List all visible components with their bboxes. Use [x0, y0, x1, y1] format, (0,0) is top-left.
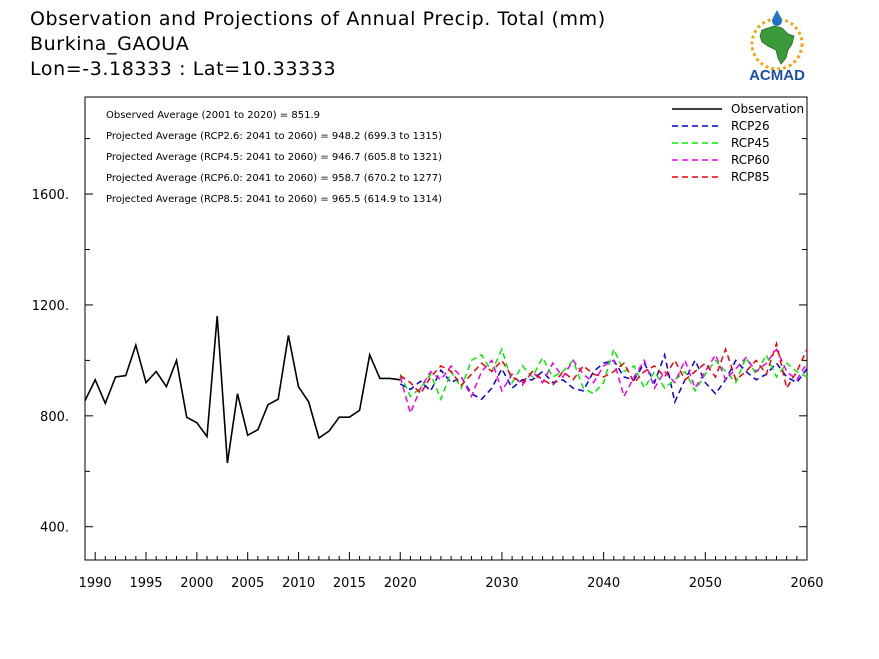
chart-coordinates: Lon=-3.18333 : Lat=10.33333: [30, 58, 337, 80]
legend-label-rcp45: RCP45: [731, 136, 770, 150]
logo-sun-rays-icon: [750, 17, 804, 71]
series-line-rcp60: [399, 347, 808, 416]
legend-label-rcp85: RCP85: [731, 170, 770, 184]
x-tick-label: 2015: [333, 576, 366, 591]
africa-map-logo-icon: ACMAD: [749, 10, 805, 84]
series-line-rcp45: [399, 347, 808, 402]
x-tick-label: 1990: [79, 576, 112, 591]
annotation-line: Observed Average (2001 to 2020) = 851.9: [106, 110, 320, 121]
y-tick-label: 1600.: [32, 188, 69, 203]
y-tick-label: 400.: [40, 521, 69, 536]
x-tick-label: 1995: [129, 576, 162, 591]
chart-title: Observation and Projections of Annual Pr…: [30, 8, 606, 30]
x-tick-label: 2010: [282, 576, 315, 591]
logo-water-drop-icon: [772, 10, 782, 26]
x-tick-label: 2030: [485, 576, 518, 591]
x-tick-label: 2050: [689, 576, 722, 591]
annotation-line: Projected Average (RCP6.0: 2041 to 2060)…: [106, 173, 442, 184]
logo-text: ACMAD: [749, 67, 805, 84]
y-tick-label: 800.: [40, 410, 69, 425]
x-tick-label: 2040: [587, 576, 620, 591]
annotation-line: Projected Average (RCP4.5: 2041 to 2060)…: [106, 152, 442, 163]
y-tick-label: 1200.: [32, 299, 69, 314]
annotation-line: Projected Average (RCP8.5: 2041 to 2060)…: [106, 194, 442, 205]
plot-frame: [84, 96, 808, 561]
series-line-rcp85: [399, 340, 808, 395]
logo-africa-icon: [759, 25, 795, 65]
x-tick-label: 2020: [384, 576, 417, 591]
legend-label-rcp60: RCP60: [731, 153, 770, 167]
legend-label-observation: Observation: [731, 102, 804, 116]
legend-label-rcp26: RCP26: [731, 119, 770, 133]
series-line-observation: [84, 315, 401, 464]
annotation-line: Projected Average (RCP2.6: 2041 to 2060)…: [106, 131, 442, 142]
chart-location: Burkina_GAOUA: [30, 33, 190, 55]
x-tick-label: 2000: [180, 576, 213, 591]
x-tick-label: 2060: [790, 576, 823, 591]
x-tick-label: 2005: [231, 576, 264, 591]
